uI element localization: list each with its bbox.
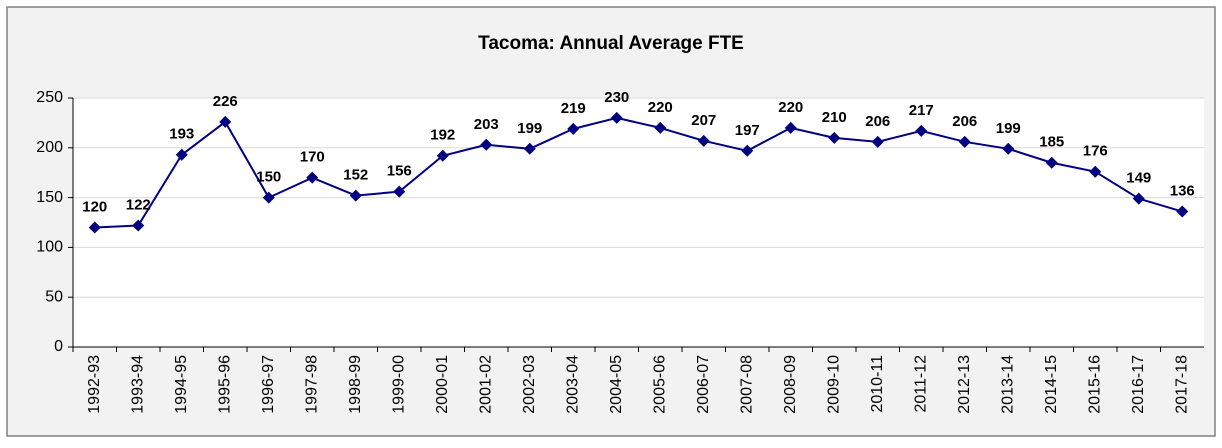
data-label: 230 (604, 89, 629, 106)
data-label: 152 (343, 167, 368, 184)
x-tick-label: 2001-02 (477, 355, 494, 414)
x-tick-label: 1997-98 (303, 355, 320, 414)
data-label: 207 (691, 112, 716, 129)
x-tick-label: 2005-06 (651, 355, 668, 414)
data-label: 156 (387, 163, 412, 180)
x-tick-label: 2000-01 (434, 355, 451, 414)
data-label: 219 (561, 100, 586, 117)
x-tick-label: 2012-13 (956, 355, 973, 414)
y-tick-label: 50 (45, 288, 63, 305)
data-point (480, 138, 493, 151)
x-tick-label: 2014-15 (1043, 355, 1060, 414)
series-line (94, 116, 1183, 229)
data-label: 120 (82, 198, 107, 215)
data-label: 150 (256, 169, 281, 186)
data-label: 199 (517, 120, 542, 137)
data-label: 206 (952, 113, 977, 130)
y-tick-label: 250 (36, 89, 63, 106)
data-point (175, 148, 188, 161)
data-label: 199 (996, 120, 1021, 137)
data-label: 122 (126, 196, 151, 213)
data-label: 176 (1083, 143, 1108, 160)
data-point (654, 121, 667, 134)
data-point (1132, 192, 1145, 205)
data-label: 206 (865, 113, 890, 130)
data-point (132, 219, 145, 232)
data-label: 170 (300, 149, 325, 166)
plot-area (73, 98, 1204, 347)
data-point (219, 115, 232, 128)
data-point (828, 131, 841, 144)
x-tick-label: 2002-03 (521, 355, 538, 414)
data-label: 220 (778, 99, 803, 116)
y-tick-label: 200 (36, 139, 63, 156)
data-point (436, 149, 449, 162)
data-point (915, 124, 928, 137)
x-tick-label: 2017-18 (1173, 355, 1190, 414)
data-point (567, 122, 580, 135)
data-point (523, 142, 536, 155)
data-point (1045, 156, 1058, 169)
x-tick-label: 1995-96 (216, 355, 233, 414)
data-point (88, 221, 101, 234)
data-point (697, 134, 710, 147)
data-point (306, 171, 319, 184)
x-tick-label: 2004-05 (608, 355, 625, 414)
x-tick-label: 2016-17 (1130, 355, 1147, 414)
data-point (784, 121, 797, 134)
data-label: 136 (1170, 183, 1195, 200)
data-label: 192 (430, 127, 455, 144)
x-tick-label: 1992-93 (86, 355, 103, 414)
data-label: 203 (474, 116, 499, 133)
data-label: 185 (1039, 134, 1064, 151)
data-point (1089, 165, 1102, 178)
x-tick-label: 2011-12 (912, 355, 929, 413)
data-label: 197 (735, 122, 760, 139)
data-label: 217 (909, 102, 934, 119)
data-point (741, 144, 754, 157)
data-label: 226 (213, 93, 238, 110)
x-tick-label: 2008-09 (782, 355, 799, 414)
x-tick-label: 1996-97 (260, 355, 277, 414)
x-tick-label: 2010-11 (869, 355, 886, 413)
y-tick-label: 0 (54, 338, 63, 355)
x-tick-label: 2006-07 (695, 355, 712, 414)
data-point (349, 189, 362, 202)
x-tick-label: 2007-08 (738, 355, 755, 414)
data-point (1002, 142, 1015, 155)
data-label: 149 (1126, 170, 1151, 187)
data-point (610, 111, 623, 124)
x-tick-label: 1994-95 (173, 355, 190, 414)
data-label: 193 (169, 126, 194, 143)
data-point (262, 191, 275, 204)
y-tick-label: 150 (36, 189, 63, 206)
x-tick-label: 2003-04 (564, 355, 581, 414)
x-tick-label: 2015-16 (1086, 355, 1103, 414)
data-point (393, 185, 406, 198)
x-tick-label: 1993-94 (129, 355, 146, 414)
y-tick-label: 100 (36, 239, 63, 256)
data-label: 220 (648, 99, 673, 116)
data-point (1176, 205, 1189, 218)
chart-title: Tacoma: Annual Average FTE (478, 33, 744, 54)
x-tick-label: 2009-10 (825, 355, 842, 414)
data-point (871, 135, 884, 148)
x-tick-label: 1999-00 (390, 355, 407, 414)
x-tick-label: 1998-99 (347, 355, 364, 414)
data-point (958, 135, 971, 148)
data-label: 210 (822, 109, 847, 126)
x-tick-label: 2013-14 (999, 355, 1016, 414)
